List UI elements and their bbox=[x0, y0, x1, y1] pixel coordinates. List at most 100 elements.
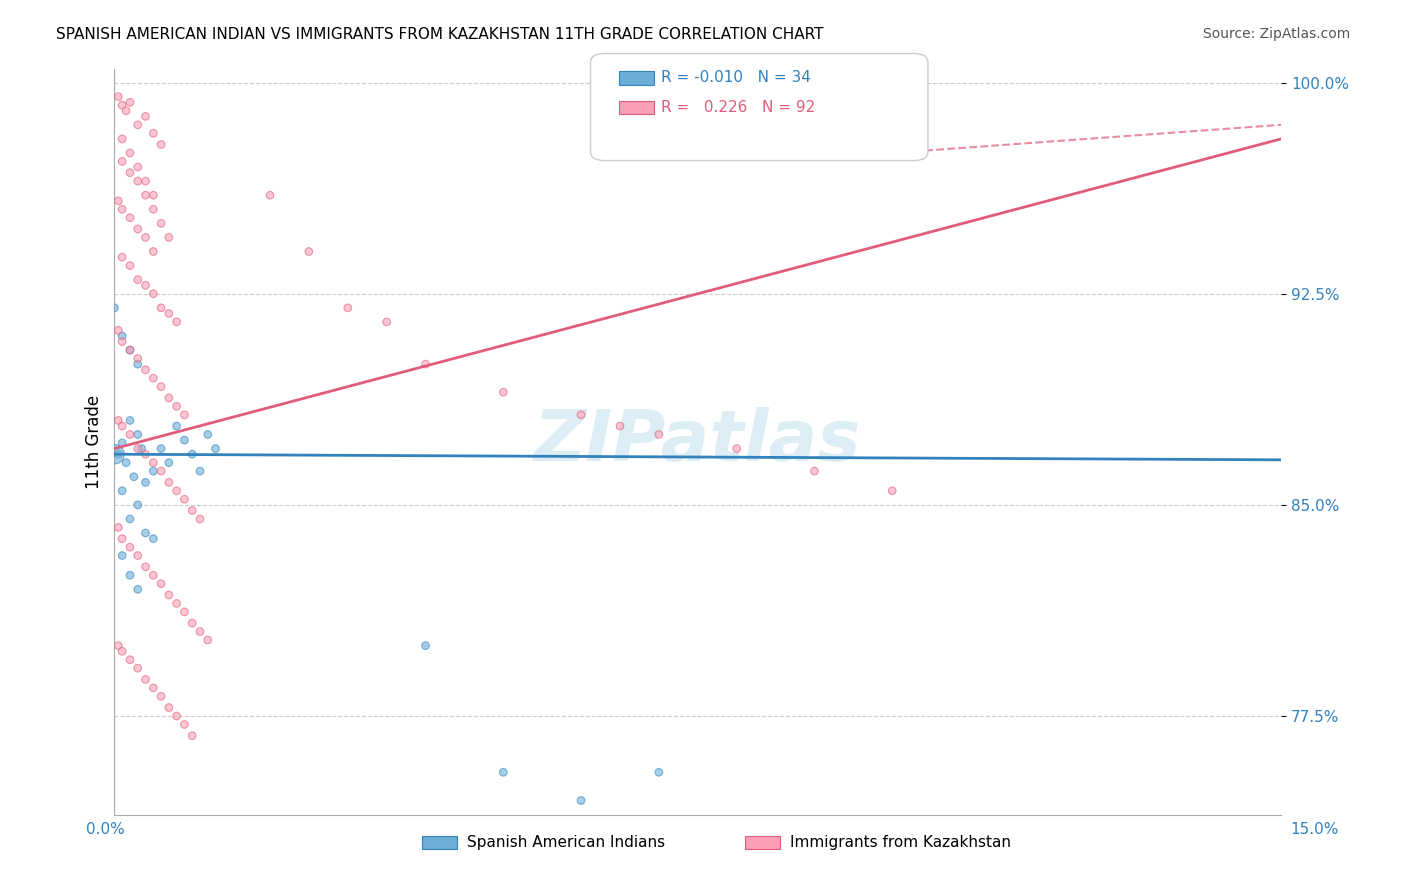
Point bbox=[166, 596, 188, 610]
Point bbox=[492, 765, 515, 780]
Point bbox=[127, 273, 149, 287]
Point bbox=[648, 427, 671, 442]
Point bbox=[173, 408, 195, 422]
Point bbox=[135, 109, 157, 123]
Point bbox=[173, 717, 195, 731]
Point bbox=[111, 483, 134, 498]
Point bbox=[157, 700, 180, 714]
Point bbox=[118, 540, 141, 554]
Point bbox=[569, 408, 592, 422]
Point bbox=[103, 447, 125, 461]
Point bbox=[103, 301, 125, 315]
Point bbox=[181, 503, 204, 517]
Point bbox=[111, 132, 134, 146]
Point bbox=[142, 188, 165, 202]
Point bbox=[115, 456, 138, 470]
Point bbox=[142, 286, 165, 301]
Point bbox=[111, 154, 134, 169]
Text: 15.0%: 15.0% bbox=[1291, 822, 1339, 837]
Point bbox=[107, 520, 129, 534]
Point bbox=[118, 568, 141, 582]
Point bbox=[150, 216, 173, 230]
Point bbox=[107, 194, 129, 208]
Text: 0.0%: 0.0% bbox=[86, 822, 125, 837]
Point bbox=[725, 442, 748, 456]
Point bbox=[259, 188, 281, 202]
Point bbox=[135, 559, 157, 574]
Point bbox=[173, 492, 195, 507]
Point bbox=[111, 532, 134, 546]
Point bbox=[135, 447, 157, 461]
Point bbox=[166, 419, 188, 434]
Point bbox=[648, 765, 671, 780]
Point bbox=[111, 334, 134, 349]
Point bbox=[127, 498, 149, 512]
Point bbox=[142, 244, 165, 259]
Point bbox=[415, 357, 437, 371]
Point bbox=[173, 605, 195, 619]
Point bbox=[111, 644, 134, 658]
Point bbox=[569, 793, 592, 807]
Point bbox=[803, 464, 825, 478]
Point bbox=[415, 639, 437, 653]
Point bbox=[142, 371, 165, 385]
Point bbox=[204, 442, 226, 456]
Point bbox=[157, 391, 180, 405]
Point bbox=[135, 673, 157, 687]
Point bbox=[166, 483, 188, 498]
Point bbox=[157, 306, 180, 320]
Point bbox=[111, 250, 134, 264]
Point bbox=[127, 442, 149, 456]
Point bbox=[135, 174, 157, 188]
Point bbox=[166, 315, 188, 329]
Point bbox=[375, 315, 398, 329]
Point bbox=[188, 464, 211, 478]
Point bbox=[157, 475, 180, 490]
Point bbox=[157, 588, 180, 602]
Point bbox=[298, 244, 321, 259]
Point bbox=[127, 222, 149, 236]
Point bbox=[135, 475, 157, 490]
Text: R =   0.226   N = 92: R = 0.226 N = 92 bbox=[661, 100, 815, 114]
Text: R = -0.010   N = 34: R = -0.010 N = 34 bbox=[661, 70, 811, 85]
Point bbox=[135, 526, 157, 541]
Point bbox=[188, 624, 211, 639]
Point bbox=[127, 549, 149, 563]
Point bbox=[181, 729, 204, 743]
Point bbox=[127, 427, 149, 442]
Point bbox=[197, 427, 219, 442]
Text: Source: ZipAtlas.com: Source: ZipAtlas.com bbox=[1202, 27, 1350, 41]
Point bbox=[127, 174, 149, 188]
Point bbox=[197, 633, 219, 648]
Point bbox=[127, 118, 149, 132]
Point bbox=[118, 653, 141, 667]
Point bbox=[127, 582, 149, 597]
Point bbox=[150, 576, 173, 591]
Point bbox=[107, 413, 129, 427]
Point bbox=[118, 259, 141, 273]
Point bbox=[150, 137, 173, 152]
Point bbox=[142, 532, 165, 546]
Point bbox=[157, 456, 180, 470]
Point bbox=[135, 188, 157, 202]
Point bbox=[609, 419, 631, 434]
Point bbox=[127, 351, 149, 366]
Point bbox=[181, 616, 204, 631]
Point bbox=[150, 379, 173, 393]
Point bbox=[118, 427, 141, 442]
Point bbox=[118, 413, 141, 427]
Point bbox=[111, 419, 134, 434]
Point bbox=[135, 278, 157, 293]
Point bbox=[142, 681, 165, 695]
Y-axis label: 11th Grade: 11th Grade bbox=[86, 394, 103, 489]
Text: SPANISH AMERICAN INDIAN VS IMMIGRANTS FROM KAZAKHSTAN 11TH GRADE CORRELATION CHA: SPANISH AMERICAN INDIAN VS IMMIGRANTS FR… bbox=[56, 27, 824, 42]
Point bbox=[492, 385, 515, 400]
Point bbox=[118, 166, 141, 180]
Point bbox=[118, 343, 141, 357]
Point bbox=[142, 568, 165, 582]
Point bbox=[142, 456, 165, 470]
Point bbox=[157, 230, 180, 244]
Point bbox=[173, 433, 195, 447]
Point bbox=[150, 690, 173, 704]
Point bbox=[107, 447, 129, 461]
